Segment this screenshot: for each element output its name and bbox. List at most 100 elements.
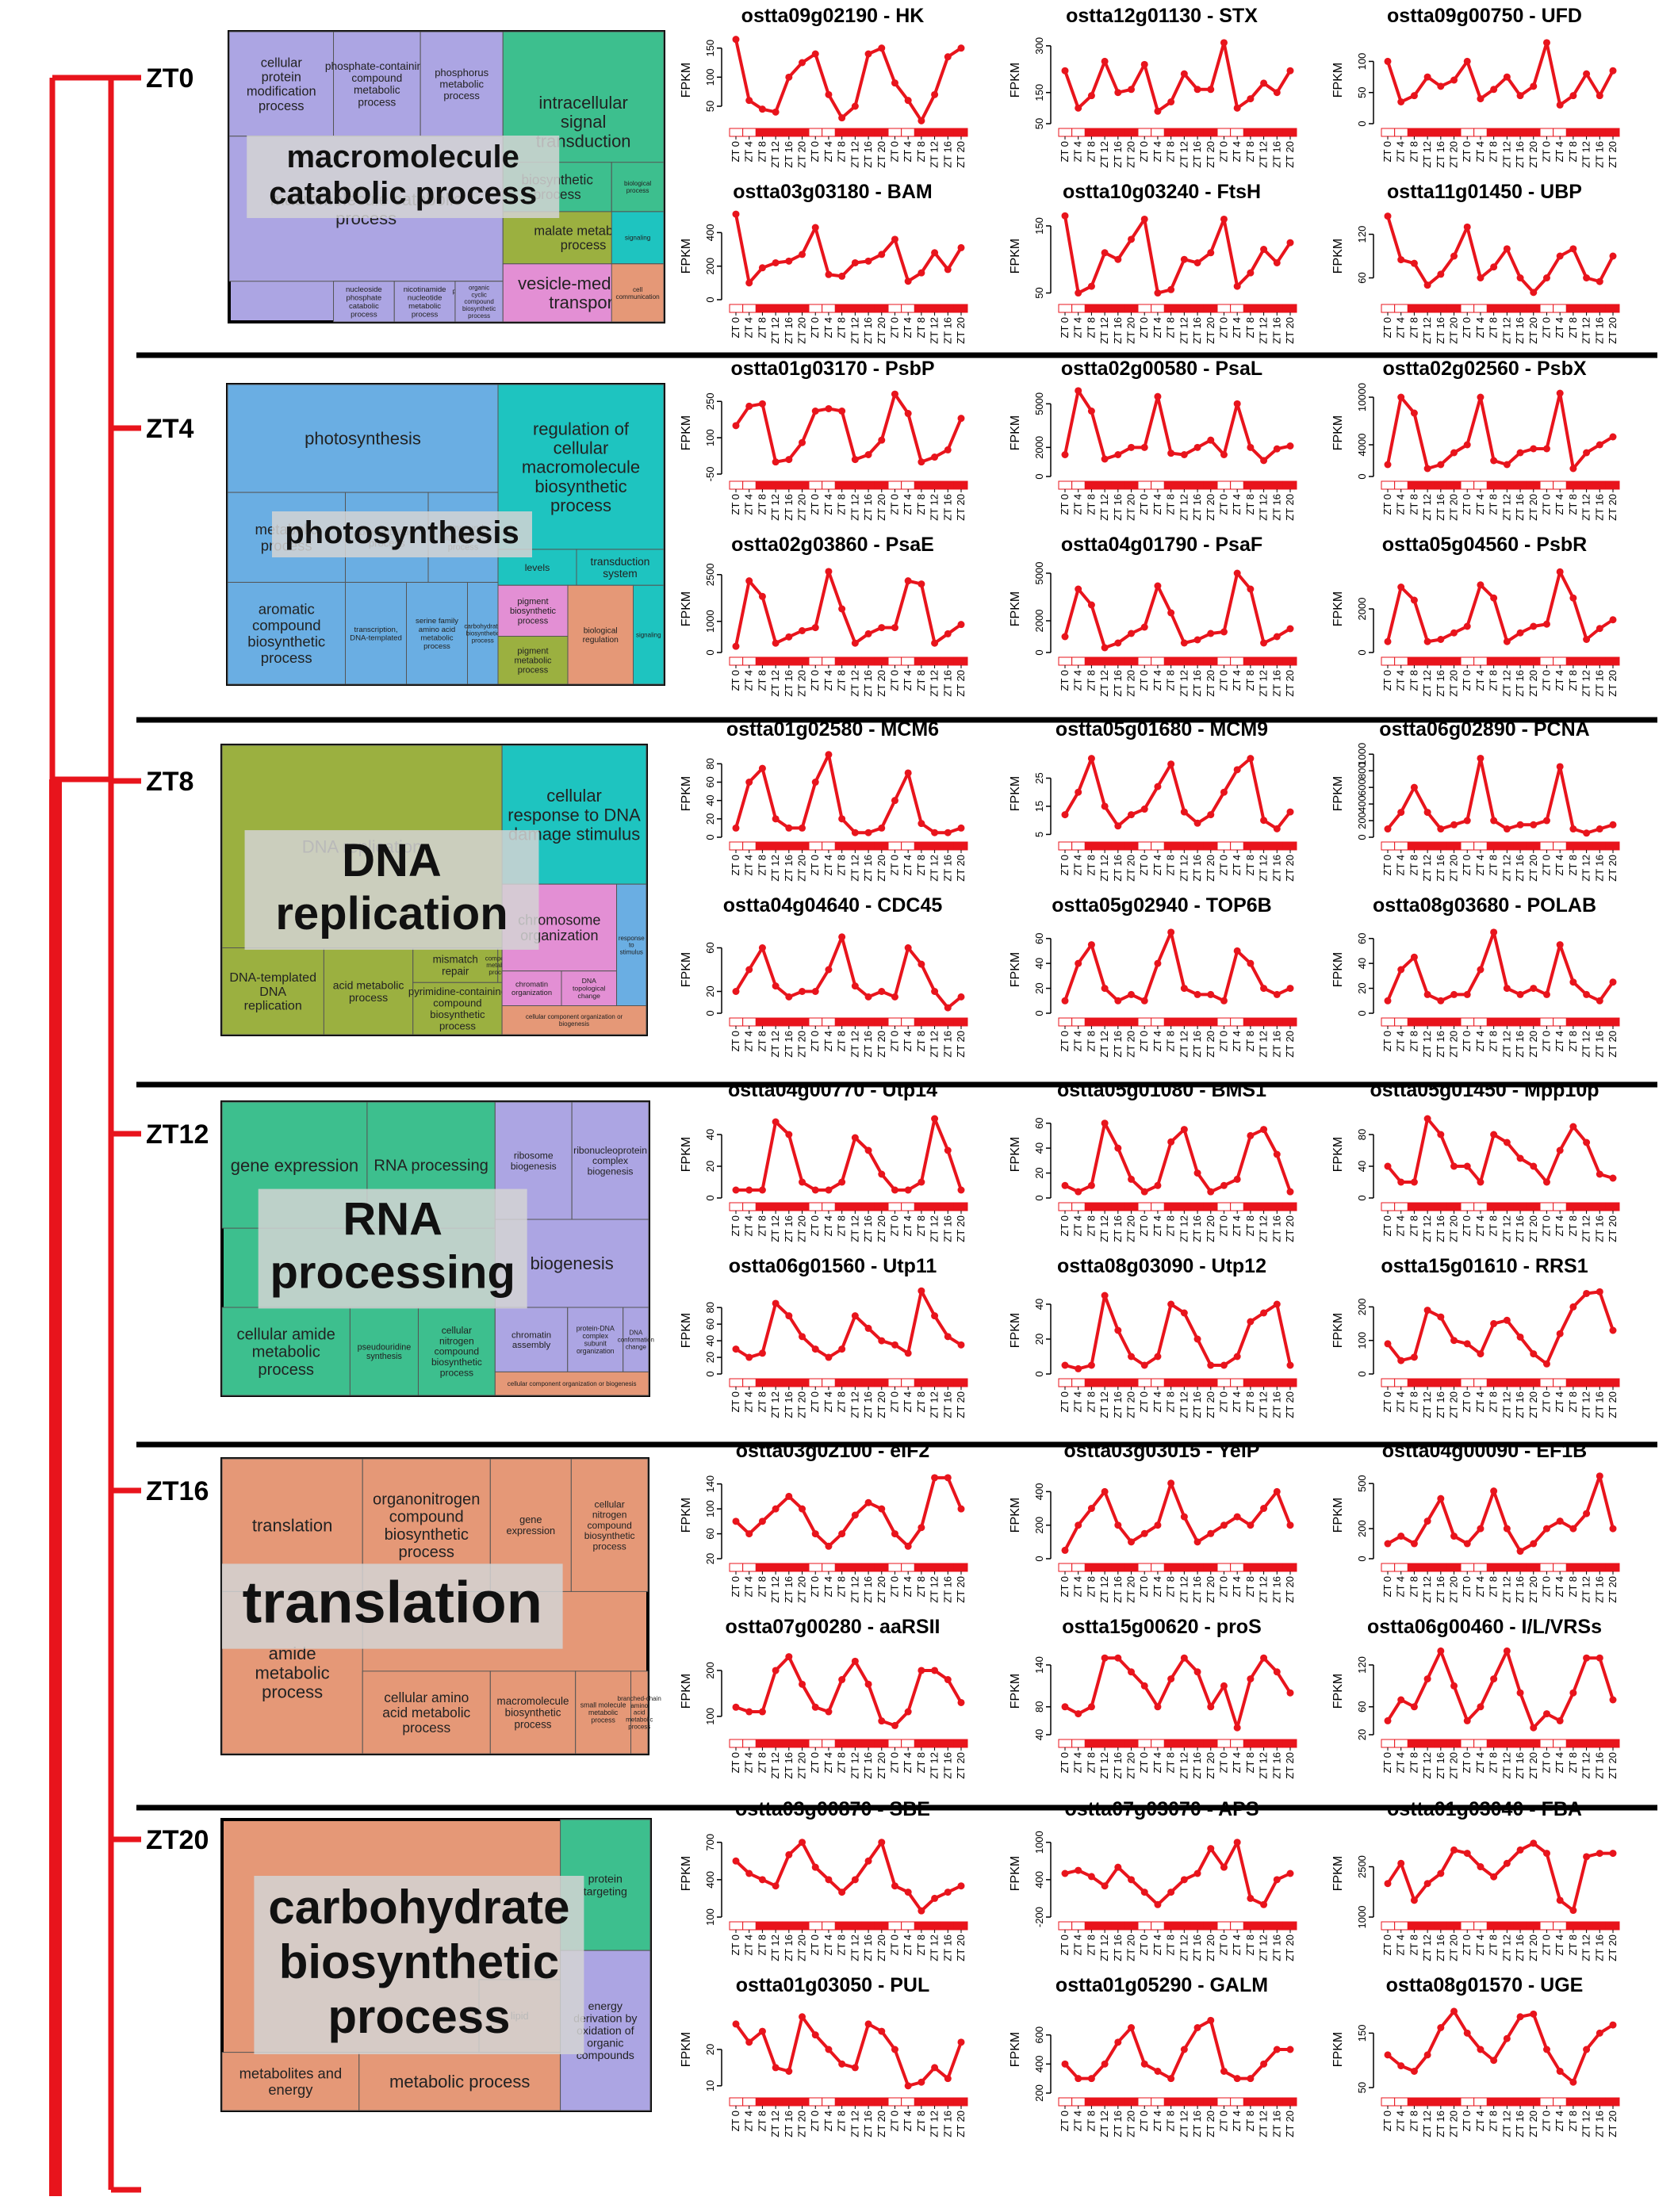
treemap-cell-label-line: topological	[573, 985, 606, 993]
data-point	[1437, 636, 1445, 643]
x-tick-label: ZT 8	[756, 1576, 768, 1598]
x-tick-label: ZT 16	[862, 1031, 874, 1058]
x-tick-label: ZT 4	[902, 670, 914, 691]
data-point	[1437, 82, 1445, 90]
y-tick-label: 80	[704, 758, 716, 769]
treemap-cell-label-line: response to DNA	[508, 805, 641, 825]
light-dark-bar-segment	[1177, 1563, 1192, 1572]
x-tick-label: ZT 20	[1284, 141, 1296, 168]
x-tick-label: ZT 4	[1553, 855, 1565, 876]
treemap-cell-label: serine family amino acid metabolic process	[416, 617, 458, 651]
light-dark-bar-segment	[1151, 1921, 1165, 1931]
light-dark-bar-segment	[1579, 1202, 1594, 1211]
x-tick-label: ZT 4	[1395, 855, 1407, 876]
data-point	[1596, 277, 1603, 285]
x-tick-label: ZT 12	[769, 1576, 781, 1603]
treemap-cell-label-line: stimulus	[620, 948, 643, 955]
y-tick-label: 80	[704, 1302, 716, 1313]
x-tick-label: ZT 4	[1151, 1752, 1163, 1774]
x-tick-label: ZT 20	[955, 855, 967, 882]
x-tick-label: ZT 20	[955, 1215, 967, 1242]
treemap-cell-label-line: small molecule	[580, 1701, 626, 1709]
data-point	[891, 79, 898, 87]
light-dark-bar-segment	[1058, 1739, 1073, 1748]
x-tick-label: ZT 4	[1474, 1031, 1486, 1052]
treemap-cell-label-line: chromatin	[515, 981, 548, 989]
y-axis-label: FPKM	[1331, 952, 1345, 987]
x-tick-label: ZT 12	[849, 1935, 860, 1961]
light-dark-bar-segment	[742, 128, 757, 137]
x-tick-label: ZT 8	[915, 1935, 927, 1956]
data-point	[1075, 289, 1082, 297]
data-point	[1423, 2051, 1431, 2059]
data-point	[1596, 1654, 1603, 1662]
data-point	[957, 1186, 965, 1194]
light-dark-bar-segment	[1565, 1739, 1580, 1748]
treemap-title: carbohydrate biosynthetic process	[268, 1881, 569, 2043]
x-tick-label: ZT 0	[809, 1031, 821, 1052]
x-tick-label: ZT 12	[769, 670, 781, 697]
data-point	[1556, 1517, 1564, 1525]
treemap-cell-label-line: change	[626, 1343, 647, 1350]
x-tick-label: ZT 8	[1244, 1391, 1256, 1413]
light-dark-bar-segment	[1579, 656, 1594, 666]
data-point	[931, 1667, 939, 1674]
data-point	[1463, 441, 1471, 449]
data-point	[1542, 1850, 1550, 1858]
treemap-cell-label-line: biosynthetic	[385, 1526, 469, 1544]
data-point	[1530, 1839, 1538, 1847]
light-dark-bar-segment	[1098, 656, 1113, 666]
light-dark-bar-segment	[1216, 128, 1232, 137]
x-tick-label: ZT 4	[1553, 1935, 1565, 1956]
x-tick-label: ZT 16	[1191, 2111, 1203, 2137]
treemap-cell-label-line: organization	[511, 989, 552, 997]
x-tick-label: ZT 4	[743, 855, 755, 876]
data-point	[1583, 1510, 1591, 1517]
x-tick-label: ZT 4	[1474, 1215, 1486, 1237]
light-dark-bar-segment	[901, 480, 915, 490]
light-dark-bar-segment	[1565, 128, 1580, 137]
light-dark-bar-segment	[1592, 304, 1607, 313]
x-tick-label: ZT 16	[1191, 855, 1203, 882]
light-dark-bar-segment	[1203, 1739, 1218, 1748]
series-line	[734, 213, 963, 285]
x-tick-label: ZT 12	[1178, 1752, 1190, 1779]
treemap-cell-label-line: modification	[247, 85, 316, 99]
data-point	[957, 621, 965, 629]
data-point	[1609, 821, 1617, 829]
x-tick-label: ZT 0	[1059, 317, 1071, 339]
treemap-cell-label-line: transport	[549, 293, 618, 312]
light-dark-bar-segment	[808, 1378, 823, 1387]
data-point	[1140, 997, 1148, 1005]
light-dark-bar-segment	[1177, 1202, 1192, 1211]
x-tick-label: ZT 0	[1540, 855, 1552, 876]
data-point	[1220, 628, 1228, 636]
light-dark-bar-segment	[1381, 1017, 1396, 1027]
data-point	[825, 568, 833, 576]
x-tick-label: ZT 16	[941, 1031, 953, 1058]
data-point	[864, 1324, 872, 1332]
treemap-cell	[221, 947, 324, 1035]
light-dark-bar-segment	[768, 1017, 783, 1027]
y-tick-label: 60	[1033, 932, 1045, 943]
treemap-title-backdrop	[272, 511, 532, 557]
data-point	[1569, 1689, 1577, 1697]
x-tick-label: ZT 4	[743, 1031, 755, 1052]
x-tick-label: ZT 20	[796, 141, 808, 168]
x-tick-label: ZT 0	[1540, 670, 1552, 691]
light-dark-bar-segment	[848, 1921, 863, 1931]
x-tick-label: ZT 8	[1085, 494, 1097, 515]
treemap-cell-label-line: gene	[519, 1514, 542, 1525]
data-point	[864, 993, 872, 1001]
light-dark-bar-segment	[1151, 841, 1165, 851]
light-dark-bar-segment	[1177, 2097, 1192, 2107]
light-dark-bar-segment	[953, 1739, 968, 1748]
x-tick-label: ZT 8	[1165, 1752, 1177, 1774]
treemap-cell-label-line: cellular component organization or	[526, 1013, 623, 1020]
light-dark-bar-segment	[1177, 1921, 1192, 1931]
treemap-cell-label-line: aromatic	[259, 601, 315, 618]
y-axis-label: FPKM	[1009, 1498, 1022, 1533]
data-point	[1450, 1533, 1458, 1540]
y-axis-label: FPKM	[1009, 776, 1022, 811]
